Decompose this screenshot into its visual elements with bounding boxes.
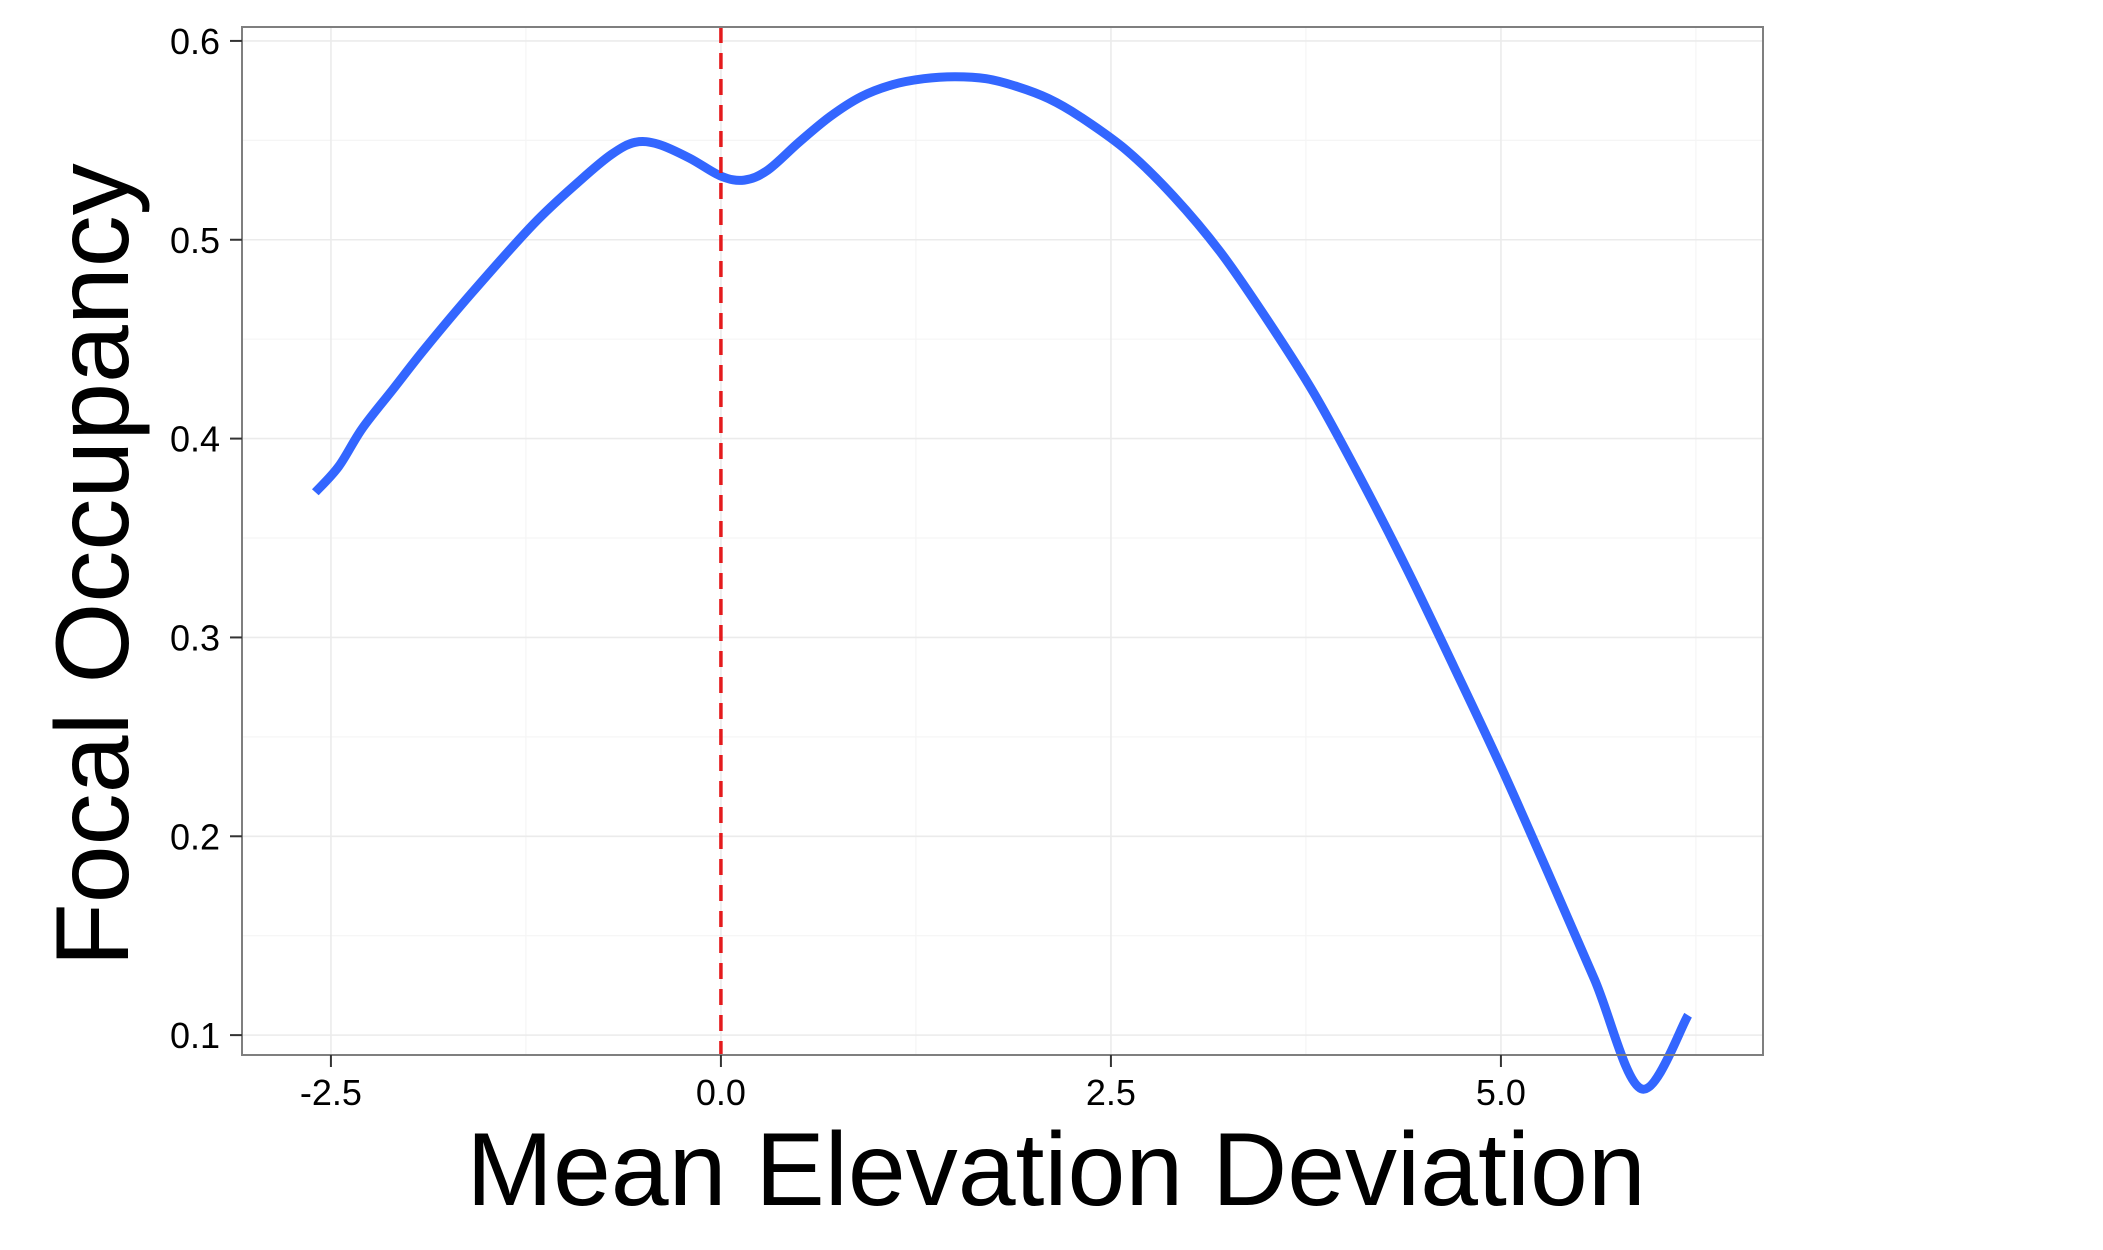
y-axis-title: Focal Occupancy <box>35 163 151 966</box>
y-tick-label: 0.4 <box>170 419 220 460</box>
y-tick-label: 0.3 <box>170 617 220 658</box>
series-layer <box>311 72 1693 1094</box>
x-axis-title: Mean Elevation Deviation <box>466 1112 1645 1228</box>
major-gridlines <box>242 27 1763 1055</box>
y-axis: 0.1 0.2 0.3 0.4 0.5 0.6 <box>170 21 242 1056</box>
y-tick-label: 0.6 <box>170 21 220 62</box>
minor-gridlines <box>242 27 1763 1055</box>
x-tick-label: -2.5 <box>300 1072 362 1113</box>
x-axis: -2.5 0.0 2.5 5.0 <box>300 1055 1526 1113</box>
x-tick-label: 0.0 <box>696 1072 746 1113</box>
plot-panel <box>242 27 1763 1055</box>
x-tick-label: 2.5 <box>1086 1072 1136 1113</box>
y-tick-label: 0.1 <box>170 1015 220 1056</box>
y-tick-label: 0.2 <box>170 816 220 857</box>
series-line-0 <box>311 72 1693 1094</box>
plot-border <box>241 26 1764 1056</box>
x-tick-label: 5.0 <box>1476 1072 1526 1113</box>
y-tick-label: 0.5 <box>170 220 220 261</box>
